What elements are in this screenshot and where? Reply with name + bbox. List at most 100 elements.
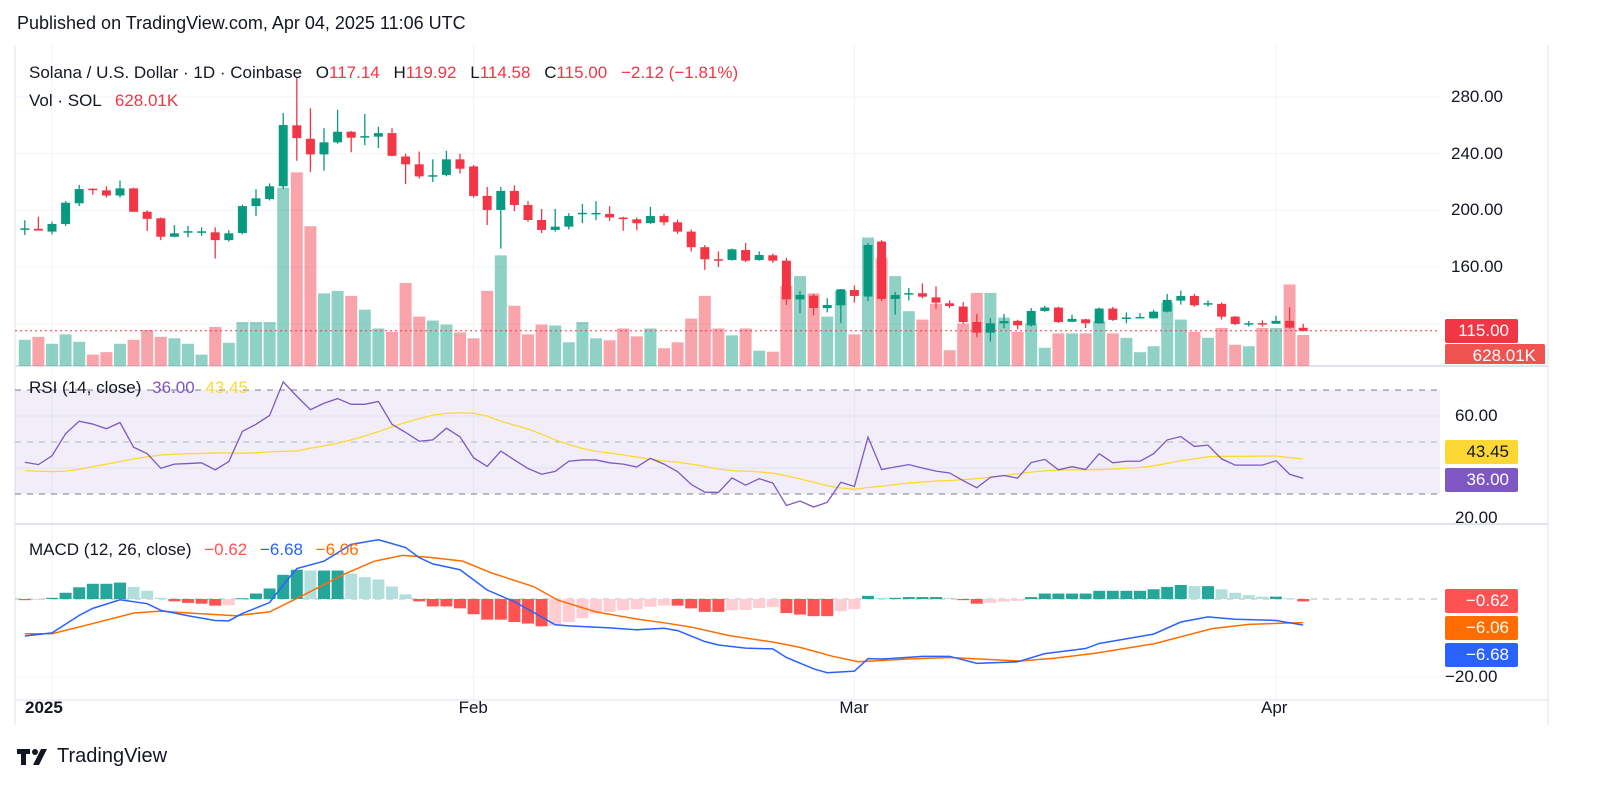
volume-bar (236, 322, 249, 366)
volume-bar (930, 303, 942, 366)
candle-body (1189, 295, 1199, 306)
macd-histogram-bar (712, 599, 725, 612)
candle-body (509, 190, 519, 205)
candle-body (890, 294, 900, 299)
candle-body (1298, 327, 1308, 331)
candle-body (88, 188, 98, 191)
time-axis-label: 2025 (25, 698, 63, 717)
volume-bar (277, 187, 290, 366)
macd-histogram-bar (331, 570, 344, 599)
candle-body (741, 250, 751, 261)
volume-bar (127, 339, 140, 366)
macd-histogram-bar (766, 599, 779, 608)
candle-body (1285, 320, 1295, 328)
candle (319, 128, 329, 171)
volume-bar (304, 226, 317, 366)
candle (1257, 320, 1267, 327)
candle (115, 180, 125, 198)
rsi-badge: 36.00 (1445, 468, 1518, 492)
price-axis-label: 280.00 (1451, 87, 1503, 106)
candle (169, 225, 179, 238)
candle-body (1217, 303, 1227, 317)
macd-histogram-bar (549, 599, 562, 626)
macd-histogram-bar (454, 599, 466, 609)
macd-histogram-bar (413, 599, 426, 602)
change-value: −2.12 (−1.81%) (620, 63, 739, 82)
volume-bar (141, 329, 154, 366)
candle (645, 206, 655, 224)
macd-histogram-bar (807, 599, 820, 617)
candle-body (20, 228, 30, 230)
volume-bar (32, 336, 45, 366)
symbol-title[interactable]: Solana / U.S. Dollar · 1D · Coinbase (29, 63, 303, 82)
macd-histogram-bar (726, 599, 738, 611)
macd-signal-line (24, 554, 1304, 663)
volume-bar (290, 172, 303, 366)
candle (346, 131, 356, 153)
candle-body (129, 188, 139, 212)
candle-body (999, 321, 1009, 324)
macd-histogram-bar (916, 597, 929, 599)
candle (537, 208, 547, 234)
candle-body (1040, 307, 1050, 311)
candle-body (1271, 320, 1281, 324)
macd-histogram-bar (1147, 589, 1160, 599)
tradingview-logo[interactable]: TradingView (17, 745, 167, 768)
volume-bar (576, 322, 589, 366)
macd-histogram-bar (1270, 596, 1282, 599)
candle (496, 186, 506, 249)
macd-histogram-bar (195, 599, 208, 604)
volume-bar (168, 338, 181, 366)
volume-bar (753, 350, 766, 366)
macd-histogram-bar (100, 583, 113, 599)
volume-bar (481, 290, 494, 366)
volume-bar (508, 305, 521, 366)
macd-legend[interactable]: MACD (12, 26, close) −0.62 −6.68 −6.06 (29, 540, 359, 560)
macd-histogram-bar (1066, 593, 1078, 599)
volume-bar (1256, 327, 1269, 366)
macd-signal-value: −6.06 (315, 540, 359, 559)
rsi-legend[interactable]: RSI (14, close) 36.00 43.45 (29, 378, 248, 398)
volume-bar (726, 335, 738, 366)
candle-body (156, 218, 166, 237)
candle (305, 108, 315, 173)
high-label: H (393, 63, 406, 82)
macd-histogram-bar (508, 599, 521, 623)
macd-histogram-bar (902, 597, 915, 599)
volume-label[interactable]: Vol · SOL (29, 91, 102, 110)
candle-body (1135, 316, 1145, 319)
candle (577, 203, 587, 224)
candle-body (101, 190, 111, 196)
macd-histogram-bar (794, 599, 806, 615)
macd-histogram-bar (304, 570, 317, 599)
rsi-ma-value: 43.45 (205, 378, 248, 397)
low-value: 114.58 (479, 63, 531, 82)
candle (673, 219, 683, 234)
volume-bar (916, 319, 929, 366)
candle-body (863, 244, 873, 297)
candle-body (1121, 317, 1131, 319)
volume-bar (1270, 327, 1282, 366)
candle-body (985, 323, 995, 333)
candle (972, 313, 982, 338)
candle (1285, 307, 1295, 329)
candle-body (251, 198, 261, 207)
macd-histogram-bar (930, 597, 942, 599)
volume-bar (1052, 333, 1065, 366)
candle (768, 253, 778, 263)
macd-histogram-bar (46, 597, 58, 599)
candle (999, 313, 1009, 329)
volume-bar (114, 343, 126, 366)
volume-bar (739, 328, 752, 366)
macd-histogram-bar (998, 599, 1010, 602)
volume-bar (562, 342, 575, 366)
candle-body (414, 164, 424, 177)
candle (251, 189, 261, 217)
volume-bar (59, 334, 72, 366)
macd-histogram-bar (671, 599, 684, 606)
candle-body (877, 241, 887, 299)
macd-histogram-bar (372, 579, 385, 599)
candle (360, 114, 370, 146)
candle (183, 225, 193, 238)
